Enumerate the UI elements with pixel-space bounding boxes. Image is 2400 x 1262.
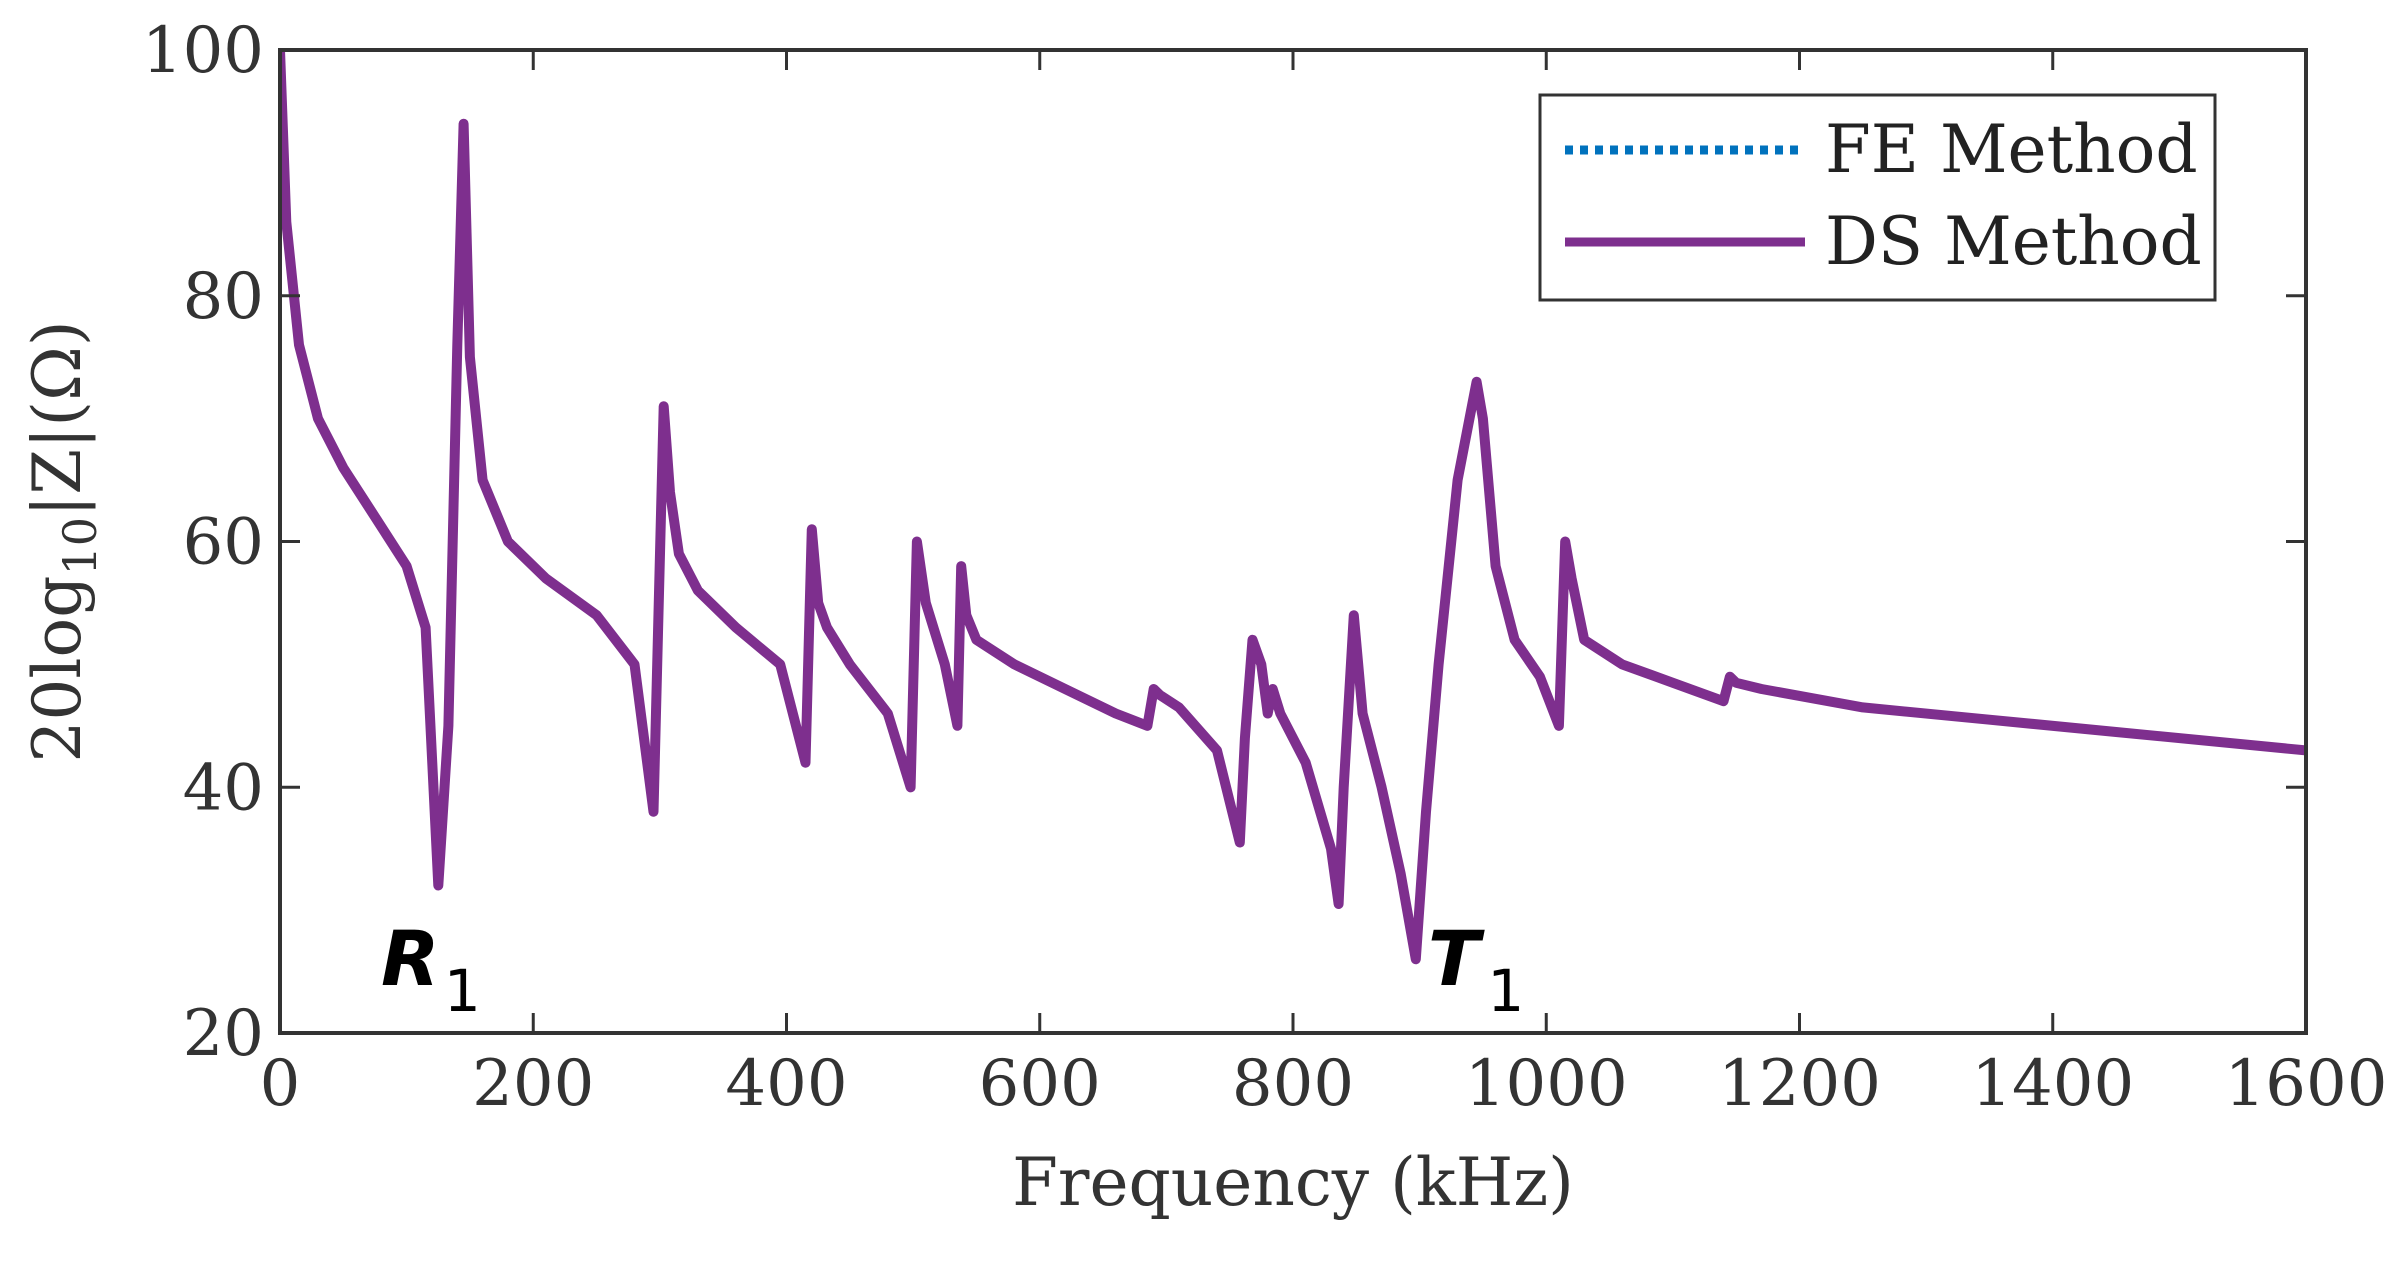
y-tick-label: 40: [183, 751, 264, 825]
x-tick-label: 0: [260, 1047, 301, 1121]
y-axis-label-post: |Z|(Ω): [19, 320, 96, 517]
annotation-letter: T: [1428, 914, 1485, 1003]
x-tick-label: 200: [472, 1047, 594, 1121]
y-axis-label-pre: 20log: [19, 576, 96, 763]
y-tick-label: 60: [183, 506, 264, 580]
annotation-subscript: 1: [444, 957, 481, 1025]
x-tick-label: 600: [979, 1047, 1101, 1121]
y-axis-label-sub: 10: [53, 517, 107, 576]
legend-label-ds: DS Method: [1825, 203, 2202, 280]
y-tick-label: 20: [183, 997, 264, 1071]
x-tick-label: 1200: [1718, 1047, 1881, 1121]
x-tick-label: 1400: [1971, 1047, 2134, 1121]
y-axis-label: 20log10|Z|(Ω): [19, 320, 107, 762]
x-tick-label: 1600: [2225, 1047, 2388, 1121]
x-tick-label: 800: [1232, 1047, 1354, 1121]
legend-box: [1538, 93, 2217, 302]
series-line-ds: [280, 50, 2306, 965]
annotation-letter: R: [381, 914, 440, 1003]
x-axis-label: Frequency (kHz): [1012, 1144, 1574, 1221]
x-tick-label: 400: [725, 1047, 847, 1121]
y-tick-label: 80: [183, 260, 264, 334]
y-tick-label: 100: [142, 14, 264, 88]
annotation-subscript: 1: [1487, 957, 1524, 1025]
legend: FE Method DS Method: [1538, 93, 2217, 302]
x-tick-label: 1000: [1465, 1047, 1628, 1121]
legend-label-fe: FE Method: [1825, 111, 2198, 188]
